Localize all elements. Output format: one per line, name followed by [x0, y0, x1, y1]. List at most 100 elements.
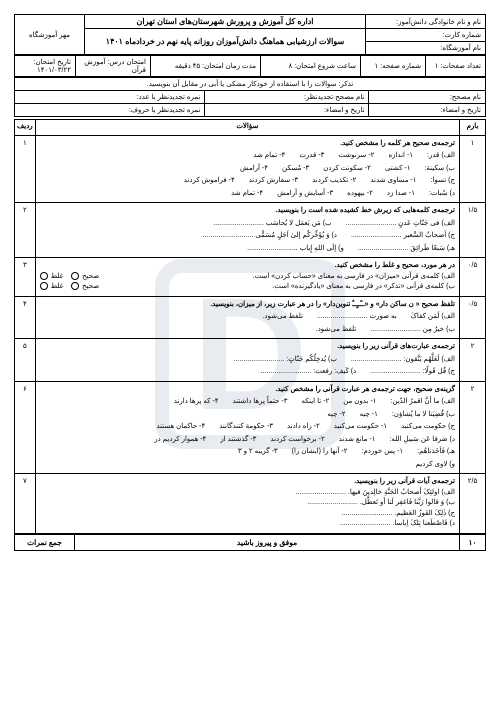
q6-b1[interactable]: ۱- چیه [360, 410, 378, 421]
q5-c: ج) قُل قَولًا: [370, 367, 455, 378]
q7-a: الف) اولئِکَ أصحابُ الجَنَّةِ خالِدینَ ف… [40, 488, 455, 499]
q2-e: هـ) سَبعًا طَرائِقَ [358, 244, 455, 255]
q1-d2[interactable]: ۲- بیهوده [347, 189, 373, 200]
q1-a2[interactable]: ۲- سرنوشت [338, 151, 374, 162]
q5-d: د) کَیف: رفعت: [261, 367, 356, 378]
start-time-label: ساعت شروع امتحان: ۸ [261, 56, 361, 77]
instruction-note: تذکر: سوالات را با استفاده از خودکار مشک… [15, 78, 486, 91]
q1-d3[interactable]: ۳- آسایش و آرامش [277, 189, 333, 200]
q6-c1[interactable]: ۱- حکومت می‌کنید [334, 422, 387, 433]
q6-a2[interactable]: ۲- تا اینکه [302, 397, 330, 408]
student-name-label: نام و نام خانوادگی دانش‌آموز: [366, 15, 486, 29]
q7-body: ترجمه‌ی آیات قرآنی زیر را بنویسید. الف) … [35, 474, 459, 534]
subject-label: امتحان درس: آموزش قرآن [76, 56, 151, 77]
q7-d: د) فَاصْطَعنا تِلکَ اِباسا. [40, 519, 455, 530]
q6-f-label: و) لاوی کردیم [416, 460, 455, 471]
q6-c4[interactable]: ۴- حاکمان هستند [156, 422, 205, 433]
q1-c2[interactable]: ۲- تکذیب کردند [312, 176, 356, 187]
q6-a-label: الف) ما أنَّ اقمرُ الدّین: [390, 397, 455, 408]
q7-score: ۲/۵ [460, 474, 486, 534]
q2-body: ترجمه‌ی کلمه‌هایی که زیرش خط کشیده شده ا… [35, 203, 459, 258]
q6-a3[interactable]: ۳- حتماً پرها داشتند [232, 397, 287, 408]
q1-b2[interactable]: ۲- سکونت کردن [323, 164, 371, 175]
q4-b: ب) خیرٌ مِن [370, 325, 455, 336]
q6-e2[interactable]: ۲- آنها را (ایشان را) [292, 447, 348, 458]
meta-table: تذکر: سوالات را با استفاده از خودکار مشک… [14, 77, 486, 117]
q1-c4[interactable]: ۴- فراموش کردند [184, 176, 235, 187]
footer-table: ۱۰ موفق و پیروز باشید جمع نمرات [14, 534, 486, 551]
q1-b1[interactable]: ۱- کشتی [385, 164, 411, 175]
q6-idx: ۶ [15, 381, 36, 474]
q4-score: ۰/۵ [460, 296, 486, 339]
q5-b: ب) یُدخِلُکُم جَنّاتٍ: [234, 355, 337, 366]
q2-b: ب) مَن یَعمَل لا یُحاسَب [213, 219, 331, 230]
q4-idx: ۴ [15, 296, 36, 339]
q2-c: ج) اَصحابُ السَّعیر [351, 231, 455, 242]
q6-score: ۲ [460, 381, 486, 474]
q7-title: ترجمه‌ی آیات قرآنی زیر را بنویسید. [40, 477, 455, 488]
school-stamp: مهر آموزشگاه [15, 15, 85, 55]
q3-score: ۰/۵ [460, 258, 486, 297]
q1-idx: ۱ [15, 135, 36, 203]
q4-a: الف) لَمَن کفاکَ [411, 312, 455, 323]
q3-b-sahih-circle[interactable] [71, 282, 79, 290]
q2-f: و) إلَی اللهِ إِیاب [247, 244, 344, 255]
q6-body: گزینه‌ی صحیح، جهت ترجمه‌ی هر عبارت قرآنی… [35, 381, 459, 474]
q4-body: تلفظ صحیح « ن ساکن دار» و «ــًــٍــٌ تنو… [35, 296, 459, 339]
q6-d1[interactable]: ۱- مانع شدند [339, 435, 376, 446]
q1-score: ۱ [460, 135, 486, 203]
ministry-title: اداره کل آموزش و پرورش شهرستان‌های استان… [85, 15, 366, 29]
wish: موفق و پیروز باشید [75, 534, 460, 550]
q2-a: الف) فی جَنّاتِ عَدنٍ [346, 219, 455, 230]
q1-a3[interactable]: ۳- قدرت [299, 151, 324, 162]
q6-e1[interactable]: ۱- پس خوردم: [362, 447, 404, 458]
q1-a4[interactable]: ۴- تمام شد [253, 151, 285, 162]
q3-a-sahih-circle[interactable] [71, 272, 79, 280]
q1-b-label: ب) سکینة: [424, 164, 455, 175]
q1-b3[interactable]: ۳- مُسکن [282, 164, 309, 175]
q1-a-label: الف) قدر: [427, 151, 455, 162]
q3-a-ghalat: غلط [51, 273, 64, 280]
q2-title: ترجمه‌ی کلمه‌هایی که زیرش خط کشیده شده ا… [40, 206, 455, 217]
page-no-label: شماره صفحه: ۱ [361, 56, 426, 77]
q6-e3[interactable]: ۳- گزینه ۲ و ۳ [238, 447, 278, 458]
q3-b-ghalat-circle[interactable] [40, 282, 48, 290]
recheck-corrector-label: نام مصحح تجدیدنظر: [205, 91, 369, 104]
q6-b2[interactable]: ۲- چیه [327, 410, 345, 421]
col-index: ردیف [15, 120, 36, 136]
q3-b: ب) کلمه‌ی قرآنی «تذکر» در فارسی به معنای… [272, 282, 455, 293]
q5-idx: ۵ [15, 339, 36, 382]
q6-c3[interactable]: ۳- حکومة کنندگانند [219, 422, 273, 433]
q5-a: الف) لَعَلَّهُم یَتَّقون: [351, 355, 455, 366]
q3-title: در هر مورد، صحیح و غلط را مشخص کنید. [40, 261, 455, 272]
q6-e-label: هـ) فَاَخَذناهُم: [417, 447, 455, 458]
q3-a-sahih: صحیح [82, 273, 99, 280]
q1-c1[interactable]: ۱- مساوی شدند [370, 176, 416, 187]
q6-a4[interactable]: ۴- که پرها دارند [174, 397, 219, 408]
date-sign-2: تاریخ و امضاء: [205, 104, 369, 117]
q4-a3: تلفظ می‌شود. [262, 312, 303, 323]
q1-title: ترجمه‌ی صحیح هر کلمه را مشخص کنید. [40, 139, 455, 150]
q1-c3[interactable]: ۳- سفارش کردند [249, 176, 298, 187]
exam-title: سوالات ارزشیابی هماهنگ دانش‌آموزان روزان… [85, 29, 366, 55]
q6-d4[interactable]: ۴- هموار کردیم در [154, 435, 206, 446]
q6-d3[interactable]: ۳- گذشتند از [220, 435, 256, 446]
q6-c2[interactable]: ۲- راه دادند [287, 422, 320, 433]
col-question: سؤالات [35, 120, 459, 136]
q6-a1[interactable]: ۱- بدون من [343, 397, 376, 408]
q1-d-label: د) سُبات: [429, 189, 455, 200]
q6-c-label: ج) حکومت می‌کنید [401, 422, 455, 433]
q1-d1[interactable]: ۱- صدا زد [387, 189, 415, 200]
q6-d2[interactable]: ۲- برخواست کردند [270, 435, 324, 446]
total-score: ۱۰ [460, 534, 486, 550]
header-table: نام و نام خانوادگی دانش‌آموز: اداره کل آ… [14, 14, 486, 55]
q2-idx: ۲ [15, 203, 36, 258]
q3-a: الف) کلمه‌ی قرآنی «میزان» در فارسی به مع… [253, 272, 455, 283]
score-word-recheck: نمره تجدیدنظر با حروف: [15, 104, 205, 117]
q3-a-ghalat-circle[interactable] [40, 272, 48, 280]
q1-d4[interactable]: ۴- تمام شد [231, 189, 263, 200]
col-score: بارم [460, 120, 486, 136]
q1-a1[interactable]: ۱- اندازه [388, 151, 413, 162]
date-label: تاریخ امتحان: ۱۴۰۱/۰۳/۲۲ [15, 56, 76, 77]
q1-b4[interactable]: ۴- آرامش [240, 164, 268, 175]
